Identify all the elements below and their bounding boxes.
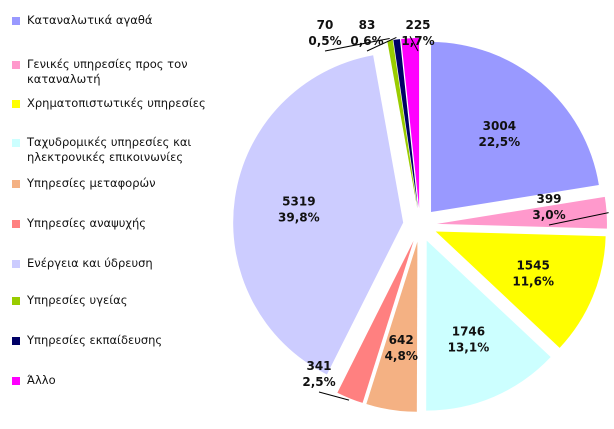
leader-line-health-services [324, 37, 390, 52]
value-label-financial-services: 1545 [516, 259, 549, 273]
pie-slice-other [401, 38, 420, 209]
pie-slice-education-services [393, 39, 418, 209]
legend-label: Υπηρεσίες εκπαίδευσης [27, 333, 163, 347]
legend-swatch [12, 260, 20, 268]
percent-label-postal-telecom: 13,1% [448, 340, 490, 354]
legend-item-health-services: Υπηρεσίες υγείας [12, 293, 230, 308]
legend-swatch [12, 180, 20, 188]
legend-item-postal-telecom: Ταχυδρομικές υπηρεσίες και ηλεκτρονικές … [12, 135, 230, 165]
value-label-education-services: 83 [359, 18, 376, 32]
pie-slice-energy-water [233, 55, 404, 375]
legend-label: Άλλο [27, 373, 56, 387]
legend-swatch [12, 100, 20, 108]
pie-slice-postal-telecom [426, 240, 551, 411]
percent-label-other: 1,7% [401, 34, 434, 48]
legend-swatch [12, 377, 20, 385]
percent-label-consumer-goods: 22,5% [479, 135, 521, 149]
legend-swatch [12, 17, 20, 25]
legend-label: Υπηρεσίες αναψυχής [27, 216, 147, 230]
pie-slice-leisure-services [337, 240, 414, 403]
leader-line-other [409, 36, 419, 52]
legend-label: Γενικές υπηρεσίες προς τον καταναλωτή [27, 57, 188, 86]
value-label-transport-services: 642 [389, 333, 414, 347]
pie-slice-transport-services [366, 241, 418, 412]
legend-label: Καταναλωτικά αγαθά [27, 13, 153, 27]
value-label-energy-water: 5319 [282, 194, 315, 208]
chart-legend: Καταναλωτικά αγαθά Γενικές υπηρεσίες προ… [0, 0, 230, 429]
legend-label: Ενέργεια και ύδρευση [27, 256, 153, 270]
legend-item-energy-water: Ενέργεια και ύδρευση [12, 256, 230, 271]
legend-swatch [12, 297, 20, 305]
legend-item-transport-services: Υπηρεσίες μεταφορών [12, 176, 230, 191]
legend-label: Χρηματοπιστωτικές υπηρεσίες [27, 96, 206, 110]
legend-item-consumer-goods: Καταναλωτικά αγαθά [12, 13, 230, 28]
percent-label-leisure-services: 2,5% [302, 375, 335, 389]
percent-label-health-services: 0,5% [308, 34, 341, 48]
pie-slice-health-services [387, 39, 418, 209]
percent-label-energy-water: 39,8% [278, 210, 320, 224]
legend-label: Ταχυδρομικές υπηρεσίες και ηλεκτρονικές … [27, 135, 192, 164]
leader-line-general-consumer-services [548, 212, 609, 226]
pie-slice-financial-services [435, 231, 606, 348]
value-label-general-consumer-services: 399 [536, 192, 561, 206]
legend-item-leisure-services: Υπηρεσίες αναψυχής [12, 216, 230, 231]
data-labels: 3004 22,5% 399 3,0% 1545 11,6% 1746 13,1% 642 4,8… [278, 18, 566, 389]
pie-slice-general-consumer-services [436, 196, 607, 229]
percent-label-education-services: 0,6% [350, 34, 383, 48]
percent-label-general-consumer-services: 3,0% [532, 208, 565, 222]
percent-label-transport-services: 4,8% [385, 349, 418, 363]
pie-slice-consumer-goods [431, 42, 599, 213]
leader-line-leisure-services [318, 391, 350, 401]
pie-slices [233, 38, 607, 412]
legend-swatch [12, 139, 20, 147]
legend-swatch [12, 61, 20, 69]
legend-item-financial-services: Χρηματοπιστωτικές υπηρεσίες [12, 96, 230, 111]
value-label-other: 225 [405, 18, 430, 32]
legend-swatch [12, 220, 20, 228]
value-label-postal-telecom: 1746 [452, 324, 485, 338]
legend-swatch [12, 337, 20, 345]
legend-item-other: Άλλο [12, 373, 230, 388]
legend-item-education-services: Υπηρεσίες εκπαίδευσης [12, 333, 230, 348]
legend-item-general-consumer-services: Γενικές υπηρεσίες προς τον καταναλωτή [12, 57, 230, 87]
legend-label: Υπηρεσίες υγείας [27, 293, 128, 307]
leader-line-education-services [366, 37, 397, 52]
legend-label: Υπηρεσίες μεταφορών [27, 176, 156, 190]
value-label-leisure-services: 341 [306, 359, 331, 373]
leader-lines [318, 36, 609, 401]
value-label-consumer-goods: 3004 [483, 119, 516, 133]
percent-label-financial-services: 11,6% [512, 275, 554, 289]
value-label-health-services: 70 [317, 18, 334, 32]
